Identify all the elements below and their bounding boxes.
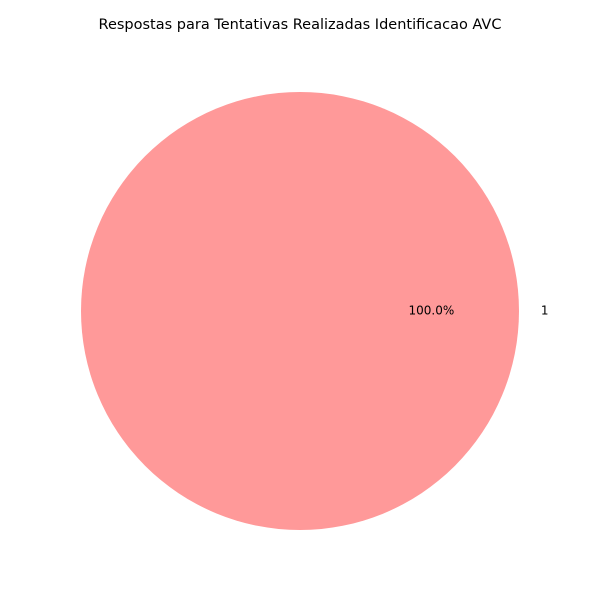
slice-percent-label: 100.0%: [409, 304, 455, 318]
chart-title: Respostas para Tentativas Realizadas Ide…: [99, 17, 502, 33]
pie-labels: 1 100.0%: [409, 304, 549, 318]
slice-category-label: 1: [541, 304, 549, 318]
pie-slices: [81, 92, 519, 530]
pie-slice: [81, 92, 519, 530]
